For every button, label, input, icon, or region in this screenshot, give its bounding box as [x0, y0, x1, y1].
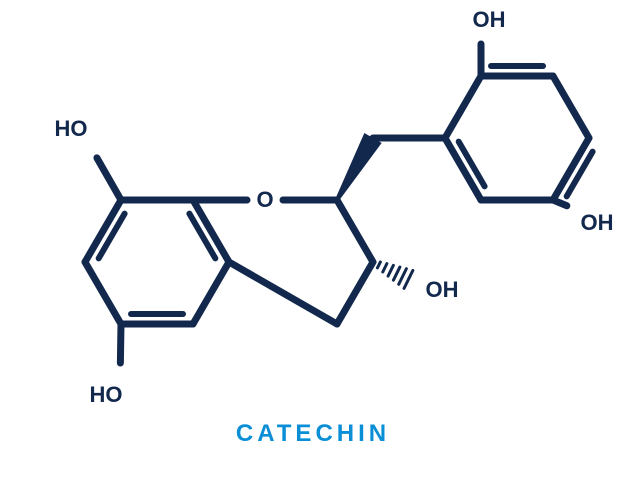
atom-label-oh7: HO	[55, 116, 88, 142]
atom-label-oh3: OH	[426, 277, 459, 303]
atom-label-o: O	[256, 187, 273, 213]
catechin-diagram: O HO HO OH OH OH CATECHIN	[0, 0, 626, 504]
molecule-title: CATECHIN	[0, 420, 626, 448]
atom-label-oh5p: OH	[581, 210, 614, 236]
atom-label-oh3p: OH	[473, 7, 506, 33]
atom-label-oh5: HO	[90, 382, 123, 408]
